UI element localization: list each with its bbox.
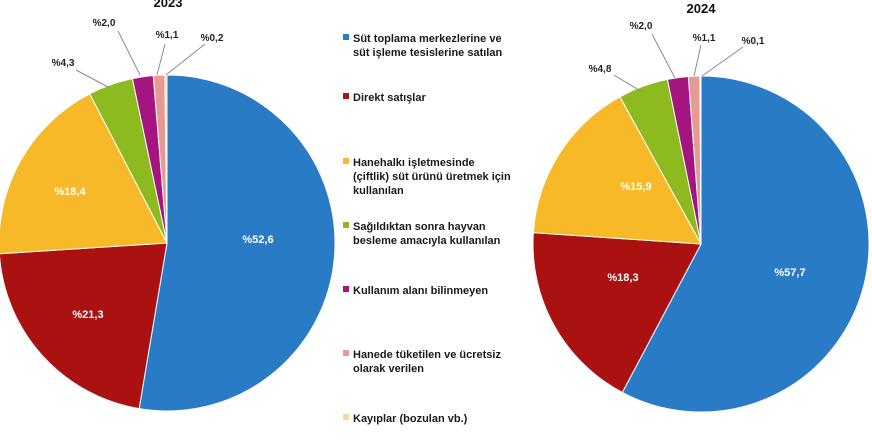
slice-2024-household-dairy-production (532, 96, 702, 245)
legend-label-animal-feed: besleme amacıyla kullanılan (353, 235, 501, 247)
pie-chart-2023: %52,6 %21,3 %18,4 %4,3 %2,0 %1,1 %0,2 (0, 18, 336, 412)
legend-swatch-unknown-use (343, 286, 349, 292)
data-label-2024-sold-to-collection-centers: %57,7 (774, 267, 805, 279)
data-label-2024-animal-feed: %4,8 (589, 64, 612, 75)
slice-2023-household-dairy-production (0, 93, 168, 255)
legend-label-household-consumption-free: Hanede tüketilen ve ücretsiz (353, 349, 501, 361)
data-label-2023-sold-to-collection-centers: %52,6 (242, 234, 273, 246)
data-label-2024-losses: %0,1 (742, 36, 765, 47)
legend-label-household-consumption-free: olarak verilen (353, 363, 424, 375)
legend-label-sold-to-collection-centers: süt işleme tesislerine satılan (353, 47, 502, 59)
legend-label-household-dairy-production: kullanılan (353, 185, 404, 197)
leader-line-2023-household-consumption-free (156, 43, 166, 76)
data-label-2023-direct-sales: %21,3 (72, 309, 103, 321)
slice-2024-losses (699, 75, 702, 245)
legend-swatch-sold-to-collection-centers (343, 34, 349, 40)
data-label-2024-household-dairy-production: %15,9 (620, 181, 651, 193)
legend-label-unknown-use: Kullanım alanı bilinmeyen (353, 285, 488, 297)
leader-line-2024-losses (701, 46, 744, 77)
title-2023: 2023 (154, 0, 183, 10)
legend-swatch-losses (343, 414, 349, 420)
leader-line-2023-animal-feed (75, 69, 111, 89)
legend-label-direct-sales: Direkt satışlar (353, 92, 426, 104)
legend-swatch-direct-sales (343, 93, 349, 99)
data-label-2023-household-consumption-free: %1,1 (156, 30, 179, 41)
legend-swatch-animal-feed (343, 222, 349, 228)
legend-label-animal-feed: Sağıldıktan sonra hayvan (353, 221, 486, 233)
data-label-2023-losses: %0,2 (201, 33, 224, 44)
slice-2023-losses (164, 74, 168, 244)
pie-chart-2024: %57,7 %18,3 %15,9 %4,8 %2,0 %1,1 %0,1 (532, 21, 870, 413)
title-2024: 2024 (687, 1, 717, 16)
legend-label-losses: Kayıplar (bozulan vb.) (353, 413, 468, 425)
leader-line-2023-losses (165, 43, 206, 76)
legend-swatch-household-dairy-production (343, 158, 349, 164)
legend-swatch-household-consumption-free (343, 350, 349, 356)
leader-line-2024-household-consumption-free (693, 44, 702, 77)
slice-2024-sold-to-collection-centers (621, 75, 870, 413)
leader-line-2024-animal-feed (613, 74, 643, 93)
data-label-2023-animal-feed: %4,3 (52, 58, 75, 69)
leader-line-2023-unknown-use (117, 30, 141, 76)
slice-2023-direct-sales (0, 242, 168, 410)
slice-2024-direct-sales (532, 232, 702, 394)
legend-label-household-dairy-production: Hanehalkı işletmesinde (353, 157, 475, 169)
legend: Süt toplama merkezlerine ve süt işleme te… (343, 33, 511, 425)
data-label-2023-household-dairy-production: %18,4 (54, 186, 86, 198)
data-label-2023-unknown-use: %2,0 (93, 18, 116, 29)
legend-label-household-dairy-production: (çiftlik) süt ürünü üretmek için (353, 171, 511, 183)
data-label-2024-unknown-use: %2,0 (630, 21, 653, 32)
data-label-2024-household-consumption-free: %1,1 (693, 33, 716, 44)
legend-label-sold-to-collection-centers: Süt toplama merkezlerine ve (353, 33, 502, 45)
leader-line-2024-unknown-use (651, 33, 676, 79)
data-label-2024-direct-sales: %18,3 (607, 272, 638, 284)
slice-2023-sold-to-collection-centers (138, 74, 336, 412)
